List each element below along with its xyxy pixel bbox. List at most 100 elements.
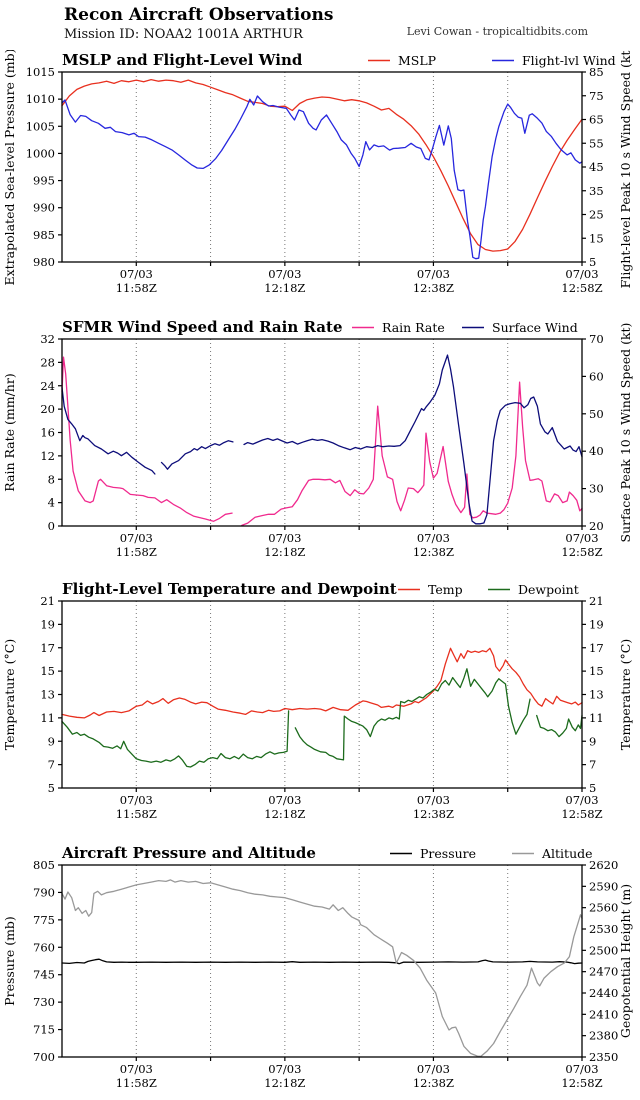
svg-text:32: 32 — [40, 332, 55, 346]
svg-text:Rain Rate: Rain Rate — [382, 320, 445, 335]
svg-text:2410: 2410 — [589, 1007, 618, 1021]
svg-text:13: 13 — [589, 688, 604, 702]
svg-text:Surface Wind: Surface Wind — [492, 320, 578, 335]
svg-text:Extrapolated Sea-level Pressur: Extrapolated Sea-level Pressure (mb) — [2, 50, 17, 286]
svg-text:13: 13 — [40, 688, 55, 702]
svg-text:SFMR Wind Speed and Rain Rate: SFMR Wind Speed and Rain Rate — [62, 318, 342, 336]
svg-text:Temp: Temp — [428, 582, 463, 597]
svg-text:07/03: 07/03 — [565, 1062, 598, 1076]
svg-text:28: 28 — [40, 355, 55, 369]
svg-text:07/03: 07/03 — [268, 793, 301, 807]
page-title: Recon Aircraft Observations — [64, 5, 334, 25]
svg-text:7: 7 — [589, 758, 596, 772]
svg-text:11:58Z: 11:58Z — [116, 545, 157, 559]
svg-text:60: 60 — [589, 369, 604, 383]
svg-text:990: 990 — [33, 201, 55, 215]
svg-text:2380: 2380 — [589, 1029, 618, 1043]
svg-text:50: 50 — [589, 407, 604, 421]
svg-text:985: 985 — [33, 228, 55, 242]
svg-text:07/03: 07/03 — [565, 793, 598, 807]
svg-text:65: 65 — [589, 113, 604, 127]
svg-text:980: 980 — [33, 255, 55, 269]
svg-text:2350: 2350 — [589, 1050, 618, 1064]
svg-text:2530: 2530 — [589, 922, 618, 936]
svg-text:2560: 2560 — [589, 901, 618, 915]
svg-text:12:18Z: 12:18Z — [264, 1076, 305, 1090]
svg-text:12:38Z: 12:38Z — [413, 545, 454, 559]
svg-text:55: 55 — [589, 136, 604, 150]
svg-text:07/03: 07/03 — [417, 267, 450, 281]
svg-text:745: 745 — [33, 968, 55, 982]
svg-text:Surface Peak 10 s Wind Speed (: Surface Peak 10 s Wind Speed (kt) — [618, 323, 633, 543]
svg-text:12: 12 — [40, 449, 55, 463]
svg-text:12:38Z: 12:38Z — [413, 1076, 454, 1090]
svg-text:24: 24 — [40, 379, 55, 393]
svg-text:07/03: 07/03 — [417, 793, 450, 807]
svg-text:12:38Z: 12:38Z — [413, 807, 454, 821]
svg-text:07/03: 07/03 — [268, 531, 301, 545]
svg-text:5: 5 — [589, 781, 596, 795]
svg-text:15: 15 — [589, 664, 604, 678]
svg-text:715: 715 — [33, 1023, 55, 1037]
svg-text:5: 5 — [589, 255, 596, 269]
svg-text:Rain Rate (mm/hr): Rain Rate (mm/hr) — [2, 373, 17, 491]
svg-text:12:58Z: 12:58Z — [561, 1076, 602, 1090]
svg-text:11: 11 — [40, 711, 55, 725]
svg-text:2470: 2470 — [589, 965, 618, 979]
svg-text:700: 700 — [33, 1050, 55, 1064]
svg-text:15: 15 — [40, 664, 55, 678]
svg-text:1010: 1010 — [26, 92, 55, 106]
svg-text:07/03: 07/03 — [268, 267, 301, 281]
svg-text:Pressure: Pressure — [420, 846, 476, 861]
svg-text:7: 7 — [48, 758, 55, 772]
svg-text:1005: 1005 — [26, 119, 55, 133]
svg-text:21: 21 — [589, 594, 604, 608]
svg-text:Temperature (°C): Temperature (°C) — [2, 639, 17, 750]
svg-text:11:58Z: 11:58Z — [116, 281, 157, 295]
svg-text:995: 995 — [33, 174, 55, 188]
svg-text:17: 17 — [40, 641, 55, 655]
svg-text:11:58Z: 11:58Z — [116, 1076, 157, 1090]
svg-text:12:18Z: 12:18Z — [264, 281, 305, 295]
svg-text:19: 19 — [589, 617, 604, 631]
svg-text:12:58Z: 12:58Z — [561, 281, 602, 295]
svg-text:35: 35 — [589, 184, 604, 198]
svg-text:Temperature (°C): Temperature (°C) — [618, 639, 633, 750]
svg-text:21: 21 — [40, 594, 55, 608]
svg-text:07/03: 07/03 — [565, 267, 598, 281]
svg-text:790: 790 — [33, 885, 55, 899]
svg-text:17: 17 — [589, 641, 604, 655]
svg-text:12:18Z: 12:18Z — [264, 807, 305, 821]
svg-text:45: 45 — [589, 160, 604, 174]
svg-text:25: 25 — [589, 208, 604, 222]
sfmr-wind-rain-chart: 0 4 8 12 16 20 24 28 32 Rain Rate (mm/hr) 20 30 40 50… — [2, 318, 633, 559]
svg-text:12:58Z: 12:58Z — [561, 807, 602, 821]
svg-text:07/03: 07/03 — [268, 1062, 301, 1076]
mission-id-subtitle: Mission ID: NOAA2 1001A ARTHUR — [64, 27, 303, 42]
svg-text:70: 70 — [589, 332, 604, 346]
svg-text:07/03: 07/03 — [417, 531, 450, 545]
svg-text:Pressure (mb): Pressure (mb) — [2, 916, 17, 1006]
svg-text:11: 11 — [589, 711, 604, 725]
pressure-altitude-chart: 700 715 730 745 760 775 790 805 Pressure (mb) 235… — [2, 844, 633, 1090]
svg-text:Flight-lvl Wind: Flight-lvl Wind — [522, 53, 616, 68]
svg-text:07/03: 07/03 — [417, 1062, 450, 1076]
svg-text:MSLP and Flight-Level Wind: MSLP and Flight-Level Wind — [62, 51, 303, 69]
svg-text:0: 0 — [48, 519, 55, 533]
svg-text:730: 730 — [33, 995, 55, 1009]
svg-text:775: 775 — [33, 913, 55, 927]
svg-text:07/03: 07/03 — [565, 531, 598, 545]
svg-text:8: 8 — [48, 472, 55, 486]
credit-text: Levi Cowan - tropicaltidbits.com — [406, 25, 588, 38]
svg-text:2590: 2590 — [589, 879, 618, 893]
svg-text:2620: 2620 — [589, 858, 618, 872]
svg-text:805: 805 — [33, 858, 55, 872]
mslp-flight-wind-chart: 980 985 990 995 1000 1005 1010 1015 Extrapolated… — [2, 50, 633, 295]
svg-text:9: 9 — [48, 734, 55, 748]
svg-text:12:38Z: 12:38Z — [413, 281, 454, 295]
svg-text:07/03: 07/03 — [120, 531, 153, 545]
svg-text:2440: 2440 — [589, 986, 618, 1000]
svg-text:1000: 1000 — [26, 146, 55, 160]
svg-text:12:58Z: 12:58Z — [561, 545, 602, 559]
